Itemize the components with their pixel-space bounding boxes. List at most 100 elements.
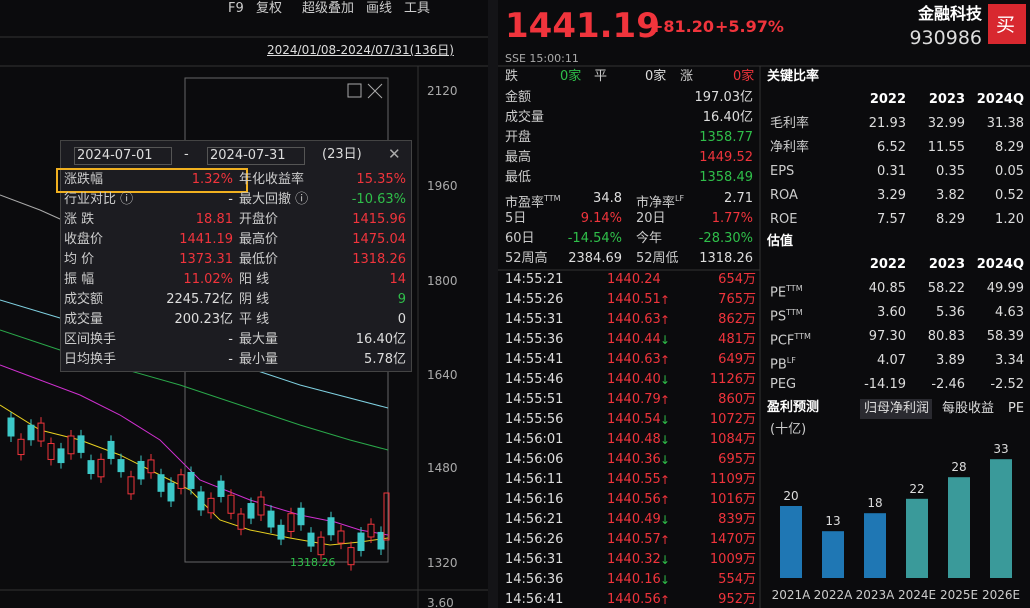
ratio-label: 毛利率 bbox=[770, 116, 810, 131]
start-date[interactable]: 2024-07-01 bbox=[74, 147, 172, 165]
breadth-label: 跌 bbox=[505, 69, 519, 84]
candle-body bbox=[227, 494, 235, 514]
breadth-value: 0家 bbox=[560, 69, 582, 84]
tick-time: 14:56:01 bbox=[505, 432, 564, 447]
x-tick-label: 2026E bbox=[981, 588, 1021, 602]
ratio-value: 8.29 bbox=[995, 140, 1024, 155]
candle-body bbox=[307, 532, 315, 547]
stat-value: 5.78亿 bbox=[364, 352, 406, 367]
ratio-label: ROA bbox=[770, 188, 798, 203]
interval-panel bbox=[60, 140, 412, 372]
quote-label: 市盈率TTM bbox=[505, 194, 561, 211]
candle-body bbox=[207, 497, 215, 514]
quote-label: 金额 bbox=[505, 90, 532, 105]
separator: - bbox=[184, 147, 189, 162]
tick-price: 1440.32 bbox=[607, 552, 661, 567]
maximize-icon[interactable] bbox=[347, 83, 362, 98]
stat-label: 涨跌幅 bbox=[64, 172, 104, 187]
bar bbox=[906, 498, 928, 578]
toolbar-button[interactable]: F9 bbox=[228, 1, 244, 16]
forecast-tab[interactable]: 每股收益 bbox=[942, 401, 995, 416]
buy-label[interactable]: 买 bbox=[996, 14, 1016, 36]
tick-arrow: ↓ bbox=[660, 453, 671, 467]
ratio-value: -14.19 bbox=[864, 377, 906, 392]
stat-label: 成交额 bbox=[64, 292, 104, 307]
stat-value: 2245.72亿 bbox=[166, 292, 233, 307]
stat-value: 1318.26 bbox=[352, 252, 406, 267]
tick-price: 1440.54 bbox=[607, 412, 661, 427]
candle-body bbox=[327, 517, 335, 536]
tick-time: 14:55:56 bbox=[505, 412, 564, 427]
quote-label: 52周高 bbox=[505, 251, 548, 266]
close-icon[interactable] bbox=[367, 83, 383, 99]
ratio-value: 3.29 bbox=[877, 188, 906, 203]
tick-time: 14:55:41 bbox=[505, 352, 564, 367]
ratio-label: PETTM bbox=[770, 284, 803, 301]
ratio-value: 32.99 bbox=[927, 116, 965, 131]
ratio-label: ROE bbox=[770, 212, 798, 227]
candle-body bbox=[297, 507, 305, 526]
tick-price: 1440.48 bbox=[607, 432, 661, 447]
ratio-value: 0.31 bbox=[877, 164, 906, 179]
stat-label: 阴 线 bbox=[239, 292, 270, 307]
tick-arrow: ↑ bbox=[660, 533, 671, 547]
candle-body bbox=[317, 536, 325, 556]
stat-label: 涨 跌 bbox=[64, 212, 95, 227]
stat-value: 15.35% bbox=[356, 172, 406, 187]
tick-arrow: ↓ bbox=[660, 333, 671, 347]
quote-label: 最低 bbox=[505, 170, 532, 185]
tick-time: 14:55:31 bbox=[505, 312, 564, 327]
stat-label: 行业对比 ⓘ bbox=[64, 192, 134, 207]
ratio-value: 3.89 bbox=[936, 353, 965, 368]
candle-body bbox=[127, 476, 135, 495]
stat-label: 成交量 bbox=[64, 312, 104, 327]
tick-time: 14:56:16 bbox=[505, 492, 564, 507]
year-header: 2022 bbox=[869, 92, 906, 107]
stat-label: 收盘价 bbox=[64, 232, 104, 247]
candle-body bbox=[177, 474, 185, 489]
ratio-value: 3.60 bbox=[877, 305, 906, 320]
ratio-value: 0.05 bbox=[995, 164, 1024, 179]
tick-arrow: ↑ bbox=[660, 293, 671, 307]
stat-label: 阳 线 bbox=[239, 272, 270, 287]
candle-body bbox=[187, 471, 195, 489]
stat-label: 年化收益率 bbox=[239, 172, 305, 187]
end-date[interactable]: 2024-07-31 bbox=[207, 147, 305, 165]
tick-volume: 1470万 bbox=[709, 532, 756, 547]
bar-value-label: 33 bbox=[993, 442, 1009, 457]
candle-body bbox=[97, 458, 105, 478]
toolbar-button[interactable]: 超级叠加 bbox=[302, 1, 355, 16]
x-tick-label: 2021A bbox=[771, 588, 811, 602]
forecast-tab[interactable]: PE bbox=[1008, 401, 1025, 416]
candle-body bbox=[347, 547, 355, 566]
toolbar-button[interactable]: 工具 bbox=[404, 1, 431, 16]
candle-body bbox=[87, 460, 95, 475]
ratio-label: PBLF bbox=[770, 356, 796, 373]
toolbar-button[interactable]: 画线 bbox=[366, 1, 393, 16]
year-header: 2024Q bbox=[976, 92, 1024, 107]
stat-label: 最大回撤 ⓘ bbox=[239, 192, 309, 207]
unit-label: (十亿) bbox=[770, 422, 807, 437]
volume-axis-label: 3.60 bbox=[427, 596, 454, 608]
x-tick-label: 2023A bbox=[855, 588, 895, 602]
tick-price: 1440.40 bbox=[607, 372, 661, 387]
close-icon[interactable]: ✕ bbox=[388, 145, 401, 163]
splitter[interactable] bbox=[488, 0, 498, 608]
ratio-value: 49.99 bbox=[986, 281, 1024, 296]
year-header: 2024Q bbox=[976, 257, 1024, 272]
quote-value: 1449.52 bbox=[699, 150, 753, 165]
date-range[interactable]: 2024/01/08-2024/07/31(136日) bbox=[267, 43, 454, 57]
buy-button[interactable] bbox=[988, 4, 1026, 44]
candle-body bbox=[377, 531, 385, 550]
stat-value: 11.02% bbox=[183, 272, 233, 287]
quote-label: 5日 bbox=[505, 211, 527, 226]
candle-body bbox=[47, 443, 55, 460]
toolbar-button[interactable]: 复权 bbox=[256, 1, 283, 16]
forecast-tab[interactable]: 归母净利润 bbox=[864, 401, 930, 416]
quote-value: 1358.77 bbox=[699, 130, 753, 145]
breadth-value: 0家 bbox=[645, 69, 667, 84]
quote-label: 60日 bbox=[505, 231, 535, 246]
price-axis-label: 1480 bbox=[427, 461, 458, 475]
stat-label: 均 价 bbox=[64, 252, 95, 267]
